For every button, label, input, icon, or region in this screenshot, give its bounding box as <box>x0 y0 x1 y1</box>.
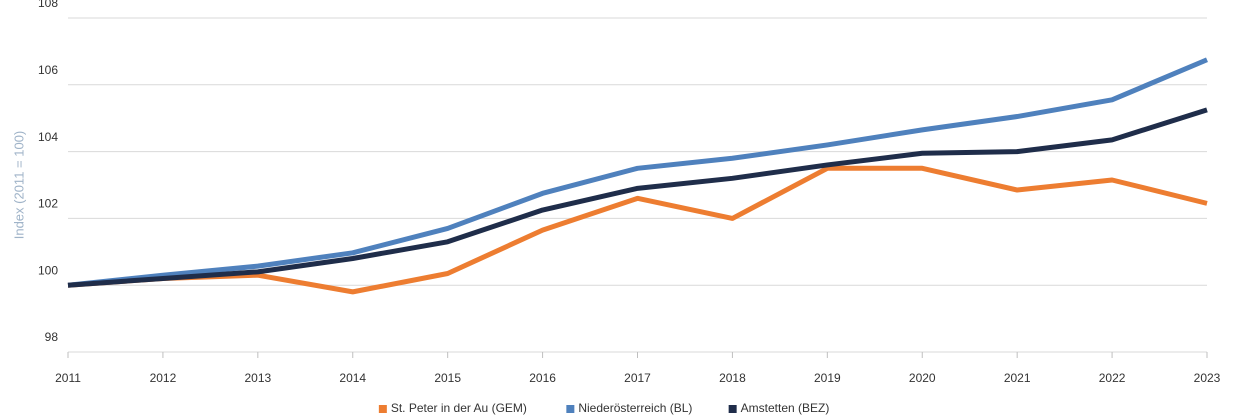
x-tick-label: 2016 <box>529 371 556 385</box>
x-tick-label: 2022 <box>1099 371 1126 385</box>
y-tick-label: 102 <box>38 197 58 211</box>
legend-swatch <box>378 405 387 413</box>
legend-label: St. Peter in der Au (GEM) <box>391 401 527 415</box>
x-tick-label: 2015 <box>434 371 461 385</box>
x-tick-label: 2023 <box>1194 371 1221 385</box>
x-tick-label: 2012 <box>150 371 177 385</box>
legend-label: Niederösterreich (BL) <box>578 401 692 415</box>
legend-swatch <box>566 405 575 413</box>
y-tick-label: 106 <box>38 63 58 77</box>
y-tick-label: 98 <box>45 330 59 344</box>
x-tick-label: 2019 <box>814 371 841 385</box>
series-line <box>67 165 1208 295</box>
x-tick-label: 2021 <box>1004 371 1031 385</box>
x-tick-label: 2013 <box>244 371 271 385</box>
x-tick-label: 2011 <box>55 371 81 385</box>
x-tick-label: 2014 <box>339 371 366 385</box>
legend-label: Amstetten (BEZ) <box>741 401 830 415</box>
y-tick-label: 104 <box>38 130 58 144</box>
series-line <box>67 57 1208 288</box>
x-tick-label: 2017 <box>624 371 651 385</box>
x-tick-label: 2018 <box>719 371 746 385</box>
y-tick-label: 108 <box>38 0 58 10</box>
series-line <box>67 107 1208 288</box>
y-tick-label: 100 <box>38 263 58 277</box>
x-tick-label: 2020 <box>909 371 936 385</box>
y-axis-label: Index (2011 = 100) <box>11 131 26 240</box>
legend-swatch <box>728 405 737 413</box>
